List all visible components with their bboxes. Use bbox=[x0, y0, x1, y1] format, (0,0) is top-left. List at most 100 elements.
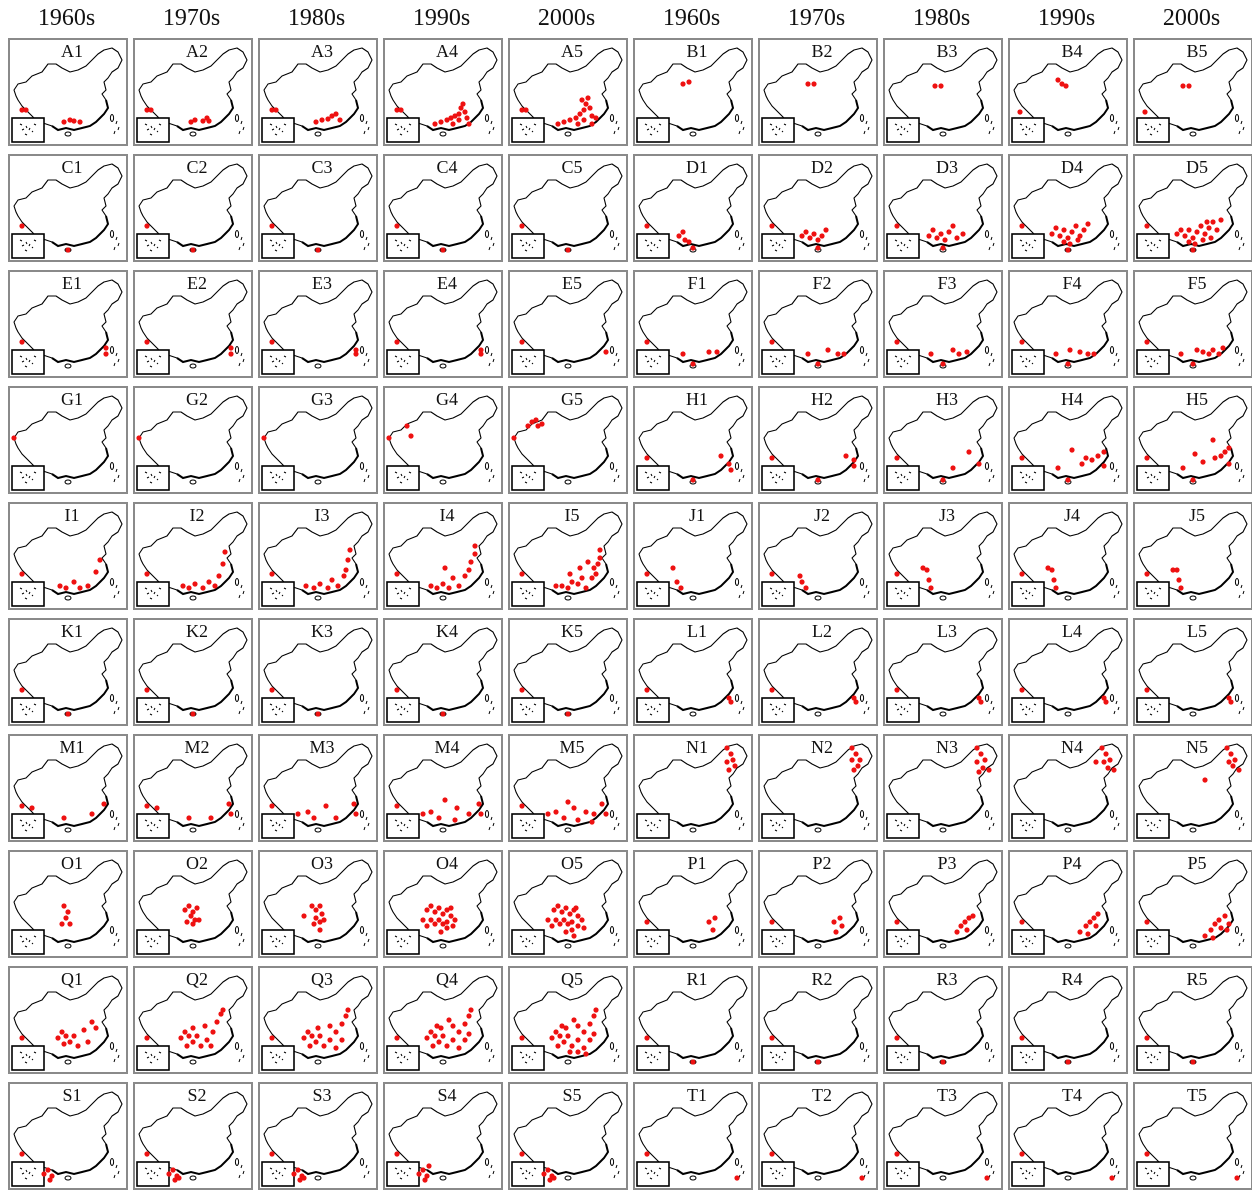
china-border bbox=[13, 975, 123, 1059]
occurrence-dot-icon bbox=[329, 577, 335, 583]
occurrence-dot-icon bbox=[440, 247, 446, 253]
occurrence-dot-icon bbox=[103, 351, 109, 357]
island-mark bbox=[988, 826, 991, 831]
china-border bbox=[888, 975, 998, 1059]
occurrence-dot-icon bbox=[1077, 233, 1083, 239]
south-china-sea-inset-icon bbox=[1136, 1161, 1170, 1187]
china-border bbox=[1138, 279, 1248, 363]
china-outline-map-icon bbox=[508, 38, 628, 146]
china-border bbox=[263, 279, 373, 363]
occurrence-dot-icon bbox=[321, 917, 327, 923]
island-mark bbox=[1115, 1048, 1118, 1053]
island-mark bbox=[490, 236, 493, 241]
occurrence-dot-icon bbox=[311, 585, 317, 591]
occurrence-dot-icon bbox=[1019, 919, 1025, 925]
south-china-sea-inset-icon bbox=[886, 1161, 920, 1187]
occurrence-dot-icon bbox=[597, 547, 603, 553]
panel-label: B5 bbox=[1186, 41, 1208, 61]
occurrence-dot-icon bbox=[938, 83, 944, 89]
occurrence-dot-icon bbox=[565, 921, 571, 927]
inset-islands bbox=[1144, 587, 1162, 600]
island-mark bbox=[240, 468, 243, 473]
occurrence-dot-icon bbox=[976, 695, 982, 701]
occurrence-dot-icon bbox=[478, 351, 484, 357]
china-border bbox=[388, 1091, 498, 1175]
occurrence-dot-icon bbox=[1190, 477, 1196, 483]
occurrence-dot-icon bbox=[545, 917, 551, 923]
occurrence-dot-icon bbox=[1017, 109, 1023, 115]
occurrence-dot-icon bbox=[450, 1023, 456, 1029]
map-panel: E4 bbox=[383, 270, 503, 378]
hainan-island bbox=[64, 827, 72, 833]
taiwan-island bbox=[1234, 346, 1240, 354]
china-outline-map-icon bbox=[1133, 966, 1252, 1074]
hainan-island bbox=[189, 943, 197, 949]
map-panel: J1 bbox=[633, 502, 753, 610]
south-china-sea-inset-icon bbox=[511, 929, 545, 955]
coastline bbox=[926, 563, 985, 596]
occurrence-dot-icon bbox=[986, 767, 992, 773]
occurrence-dot-icon bbox=[444, 117, 450, 123]
occurrence-dot-icon bbox=[1206, 351, 1212, 357]
china-border bbox=[1013, 859, 1123, 943]
china-border bbox=[1013, 975, 1123, 1059]
map-panel: J4 bbox=[1008, 502, 1128, 610]
occurrence-dot-icon bbox=[448, 115, 454, 121]
hainan-island bbox=[189, 827, 197, 833]
map-panel: G1 bbox=[8, 386, 128, 494]
hainan-island bbox=[814, 1175, 822, 1181]
inset-islands bbox=[894, 819, 912, 832]
occurrence-dot-icon bbox=[519, 1035, 525, 1041]
inset-islands bbox=[519, 471, 537, 484]
occurrence-dot-icon bbox=[894, 919, 900, 925]
island-mark bbox=[740, 1164, 743, 1169]
china-outline-map-icon bbox=[633, 1082, 753, 1190]
hainan-island bbox=[189, 1175, 197, 1181]
map-panel: Q2 bbox=[133, 966, 253, 1074]
china-outline-map-icon bbox=[883, 850, 1003, 958]
island-mark bbox=[363, 478, 366, 483]
island-mark bbox=[488, 1174, 491, 1179]
island-mark bbox=[490, 700, 493, 705]
south-china-sea-inset-icon bbox=[761, 1045, 795, 1071]
panel-label: G3 bbox=[311, 389, 333, 409]
occurrence-dot-icon bbox=[561, 1039, 567, 1045]
island-mark bbox=[1240, 816, 1243, 821]
occurrence-dot-icon bbox=[644, 687, 650, 693]
island-mark bbox=[617, 1170, 620, 1175]
island-mark bbox=[365, 120, 368, 125]
island-mark bbox=[488, 826, 491, 831]
occurrence-dot-icon bbox=[859, 1175, 865, 1181]
occurrence-dot-icon bbox=[1051, 577, 1057, 583]
occurrence-dot-icon bbox=[894, 687, 900, 693]
taiwan-island bbox=[984, 346, 990, 354]
china-border bbox=[1013, 511, 1123, 595]
occurrence-dot-icon bbox=[894, 571, 900, 577]
occurrence-dot-icon bbox=[49, 1173, 55, 1179]
occurrence-dot-icon bbox=[819, 233, 825, 239]
china-border bbox=[763, 511, 873, 595]
map-panel: B1 bbox=[633, 38, 753, 146]
occurrence-dot-icon bbox=[644, 339, 650, 345]
island-mark bbox=[1242, 706, 1245, 711]
occurrence-dot-icon bbox=[1049, 567, 1055, 573]
occurrence-dot-icon bbox=[476, 801, 482, 807]
island-mark bbox=[115, 816, 118, 821]
china-outline-map-icon bbox=[8, 38, 128, 146]
island-mark bbox=[1115, 468, 1118, 473]
hainan-island bbox=[814, 131, 822, 137]
decade-label: 1970s bbox=[162, 5, 221, 31]
hainan-island bbox=[439, 363, 447, 369]
occurrence-dot-icon bbox=[450, 1037, 456, 1043]
coastline bbox=[301, 679, 360, 712]
occurrence-dot-icon bbox=[19, 1035, 25, 1041]
inset-islands bbox=[144, 471, 162, 484]
occurrence-dot-icon bbox=[591, 1013, 597, 1019]
hainan-island bbox=[314, 1175, 322, 1181]
coastline bbox=[676, 679, 735, 712]
occurrence-dot-icon bbox=[466, 121, 472, 127]
south-china-sea-inset-icon bbox=[1136, 117, 1170, 143]
occurrence-dot-icon bbox=[460, 101, 466, 107]
occurrence-dot-icon bbox=[307, 1043, 313, 1049]
taiwan-island bbox=[1234, 926, 1240, 934]
